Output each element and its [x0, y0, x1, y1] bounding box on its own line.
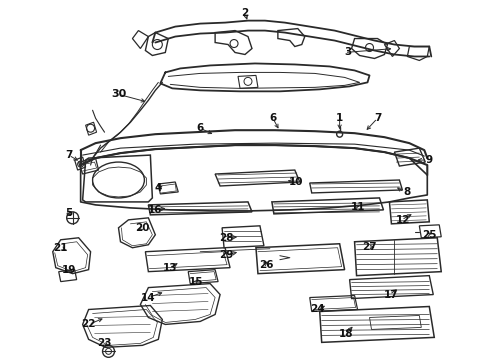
Text: 3: 3 [344, 48, 351, 58]
Text: 24: 24 [310, 305, 325, 315]
Text: 4: 4 [155, 183, 162, 193]
Text: 7: 7 [65, 150, 73, 160]
Text: 20: 20 [135, 223, 149, 233]
Text: 18: 18 [339, 329, 353, 339]
Text: 15: 15 [189, 276, 203, 287]
Text: 22: 22 [81, 319, 96, 329]
Text: 23: 23 [98, 338, 112, 348]
Text: 29: 29 [219, 250, 233, 260]
Text: 6: 6 [196, 123, 204, 133]
Text: 30: 30 [111, 89, 126, 99]
Text: 5: 5 [65, 208, 73, 218]
Text: 10: 10 [289, 177, 303, 187]
Text: 16: 16 [148, 205, 163, 215]
Text: 26: 26 [259, 260, 273, 270]
Text: 17: 17 [384, 289, 399, 300]
Text: 21: 21 [53, 243, 68, 253]
Text: 9: 9 [426, 155, 433, 165]
Text: 2: 2 [242, 8, 248, 18]
Text: 12: 12 [396, 215, 411, 225]
Text: 25: 25 [422, 230, 437, 240]
Text: 1: 1 [336, 113, 343, 123]
Text: 8: 8 [404, 187, 411, 197]
Text: 28: 28 [219, 233, 233, 243]
Text: 14: 14 [141, 293, 156, 302]
Text: 6: 6 [270, 113, 276, 123]
Text: 13: 13 [163, 263, 177, 273]
Text: 7: 7 [374, 113, 381, 123]
Text: 11: 11 [350, 202, 365, 212]
Text: 27: 27 [362, 242, 377, 252]
Text: 19: 19 [62, 265, 76, 275]
